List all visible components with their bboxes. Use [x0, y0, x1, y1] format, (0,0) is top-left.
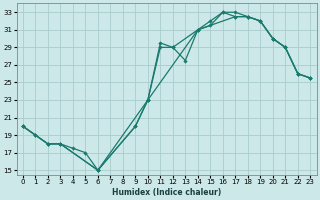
X-axis label: Humidex (Indice chaleur): Humidex (Indice chaleur): [112, 188, 221, 197]
